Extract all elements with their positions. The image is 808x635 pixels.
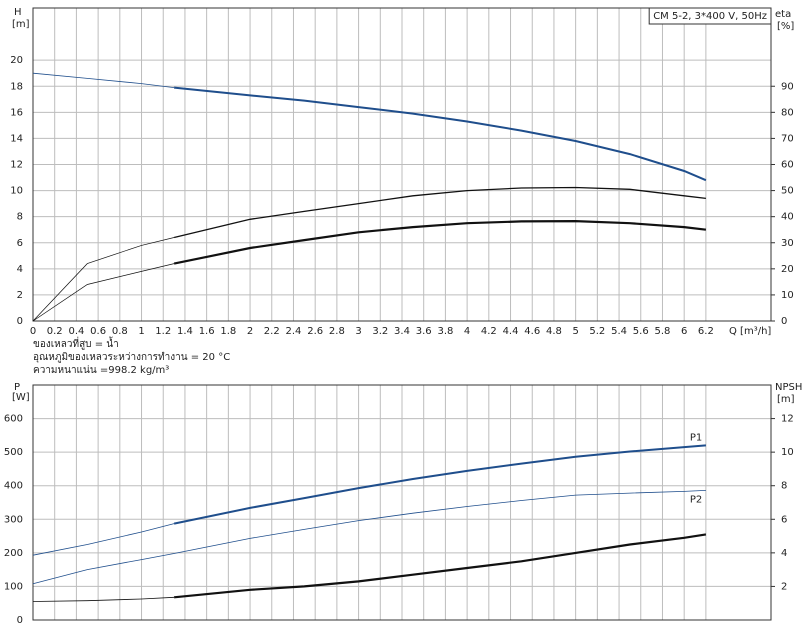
y2-tick-label: 80	[781, 107, 794, 118]
y2-tick-label: 2	[781, 581, 787, 592]
x-tick-label: 5.4	[611, 326, 627, 337]
y-tick-label: 0	[17, 316, 23, 327]
x-tick-label: 0.6	[90, 326, 106, 337]
curve	[173, 219, 707, 265]
y2-tick-label: 30	[781, 238, 794, 249]
y2-axis-unit: [m]	[777, 394, 795, 405]
x-tick-label: 3.8	[437, 326, 453, 337]
x-tick-label: 2	[247, 326, 253, 337]
x-tick-label: 1	[138, 326, 144, 337]
x-tick-label: 4.8	[546, 326, 562, 337]
y-tick-label: 300	[4, 514, 23, 525]
x-tick-label: 3.4	[394, 326, 410, 337]
x-tick-label: 5.2	[589, 326, 605, 337]
y2-tick-label: 10	[781, 447, 794, 458]
plot-frame	[32, 384, 772, 621]
x-tick-label: 3	[355, 326, 361, 337]
y2-axis-label: NPSH	[775, 382, 802, 393]
note: ของเหลวที่สูบ = น้ำ	[33, 336, 119, 350]
x-tick-label: 3.6	[416, 326, 432, 337]
y-tick-label: 400	[4, 481, 23, 492]
y-tick-label: 500	[4, 447, 23, 458]
curve-label: P2	[690, 494, 702, 505]
curve	[173, 444, 706, 525]
y2-tick-label: 60	[781, 160, 794, 171]
y-axis-unit: [W]	[12, 392, 30, 403]
y-axis-label: P	[14, 382, 20, 393]
curve	[32, 237, 175, 322]
x-tick-label: 5	[572, 326, 578, 337]
x-tick-label: 0.8	[112, 326, 128, 337]
curve	[32, 596, 175, 602]
y2-tick-label: 50	[781, 186, 794, 197]
y2-tick-label: 4	[781, 548, 787, 559]
x-tick-label: 1.2	[155, 326, 171, 337]
title-box	[648, 7, 772, 25]
x-tick-label: 4	[464, 326, 470, 337]
y-axis-label: H	[14, 7, 22, 18]
y2-tick-label: 40	[781, 212, 794, 223]
y2-tick-label: 20	[781, 264, 794, 275]
y-tick-label: 14	[10, 133, 23, 144]
y-tick-label: 6	[17, 238, 23, 249]
y-tick-label: 100	[4, 581, 23, 592]
x-tick-label: 4.6	[524, 326, 540, 337]
curve	[32, 72, 175, 88]
x-tick-label: 6	[681, 326, 687, 337]
y-tick-label: 200	[4, 548, 23, 559]
x-tick-label: 2.6	[307, 326, 323, 337]
curve	[32, 263, 175, 322]
y2-tick-label: 6	[781, 514, 787, 525]
plot-frame	[32, 7, 772, 322]
y2-tick-label: 90	[781, 81, 794, 92]
x-tick-label: 0.4	[68, 326, 84, 337]
y-tick-label: 16	[10, 107, 23, 118]
x-axis-label: Q [m³/h]	[729, 326, 771, 337]
note: ความหนาแน่น =998.2 kg/m³	[33, 365, 169, 376]
y-tick-label: 2	[17, 290, 23, 301]
x-tick-label: 6.2	[698, 326, 714, 337]
x-tick-label: 1.4	[177, 326, 193, 337]
x-tick-label: 4.2	[481, 326, 497, 337]
x-tick-label: 0.2	[47, 326, 63, 337]
y2-tick-label: 12	[781, 414, 794, 425]
y-tick-label: 10	[10, 186, 23, 197]
y-tick-label: 4	[17, 264, 23, 275]
y2-tick-label: 70	[781, 133, 794, 144]
curve	[173, 186, 706, 239]
chart-title: CM 5-2, 3*400 V, 50Hz	[653, 11, 767, 22]
y-axis-unit: [m]	[12, 19, 30, 30]
y-tick-label: 600	[4, 414, 23, 425]
x-tick-label: 2.2	[264, 326, 280, 337]
y-tick-label: 18	[10, 81, 23, 92]
x-tick-label: 5.8	[655, 326, 671, 337]
x-tick-label: 2.4	[286, 326, 302, 337]
x-tick-label: 2.8	[329, 326, 345, 337]
curve	[32, 523, 175, 556]
x-tick-label: 0	[30, 326, 36, 337]
x-tick-label: 4.4	[503, 326, 519, 337]
y-tick-label: 0	[17, 615, 23, 626]
y-tick-label: 12	[10, 160, 23, 171]
y-tick-label: 8	[17, 212, 23, 223]
x-tick-label: 5.6	[633, 326, 649, 337]
note: อุณหภูมิของเหลวระหว่างการทำงาน = 20 °C	[33, 352, 230, 363]
x-tick-label: 3.2	[372, 326, 388, 337]
y2-tick-label: 8	[781, 481, 787, 492]
x-tick-label: 1.8	[220, 326, 236, 337]
y2-axis-label: eta	[775, 9, 791, 20]
curve	[173, 86, 707, 182]
y2-tick-label: 10	[781, 290, 794, 301]
y2-axis-unit: [%]	[777, 21, 794, 32]
curve	[173, 533, 707, 599]
curve-label: P1	[690, 432, 702, 443]
curve	[32, 490, 706, 585]
y-tick-label: 20	[10, 55, 23, 66]
x-tick-label: 1.6	[199, 326, 215, 337]
y2-tick-label: 0	[781, 316, 787, 327]
